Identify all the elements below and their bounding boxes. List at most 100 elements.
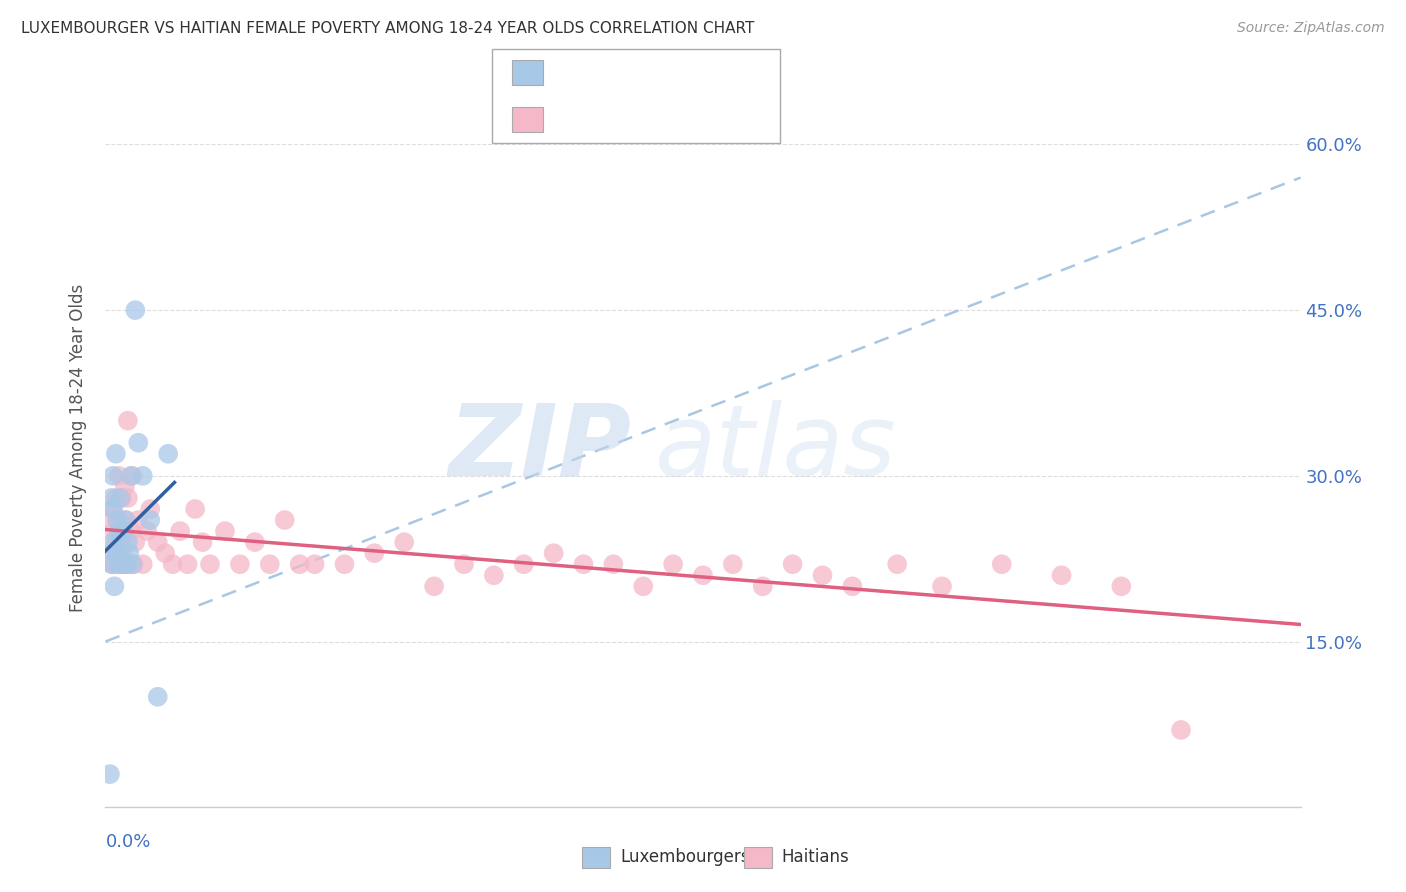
- Point: [127, 435, 149, 450]
- Point: [121, 558, 143, 572]
- Point: [136, 524, 159, 538]
- Point: [124, 303, 146, 318]
- Point: [107, 513, 129, 527]
- Text: atlas: atlas: [655, 400, 897, 497]
- Text: R =: R =: [553, 62, 592, 80]
- Point: [176, 558, 198, 572]
- Point: [103, 558, 125, 572]
- Point: [184, 502, 207, 516]
- Point: [841, 579, 863, 593]
- Text: Source: ZipAtlas.com: Source: ZipAtlas.com: [1237, 21, 1385, 35]
- Point: [1170, 723, 1192, 737]
- Point: [333, 558, 356, 572]
- Point: [363, 546, 385, 560]
- Point: [304, 558, 326, 572]
- Point: [101, 502, 124, 516]
- Point: [117, 491, 139, 505]
- Point: [243, 535, 266, 549]
- Point: [931, 579, 953, 593]
- Point: [1111, 579, 1133, 593]
- Point: [162, 558, 184, 572]
- Point: [157, 447, 180, 461]
- Point: [108, 558, 131, 572]
- Text: ZIP: ZIP: [449, 400, 631, 497]
- Point: [122, 558, 145, 572]
- Point: [662, 558, 685, 572]
- Point: [692, 568, 714, 582]
- Point: [117, 414, 139, 428]
- Point: [572, 558, 595, 572]
- Point: [602, 558, 624, 572]
- Point: [155, 546, 177, 560]
- Point: [98, 767, 121, 781]
- Point: [108, 468, 131, 483]
- Point: [107, 513, 129, 527]
- Text: 0.126: 0.126: [588, 62, 638, 80]
- Point: [721, 558, 744, 572]
- Text: -0.058: -0.058: [588, 106, 645, 124]
- Point: [103, 524, 125, 538]
- Point: [104, 447, 127, 461]
- Point: [1050, 568, 1073, 582]
- Point: [394, 535, 416, 549]
- Point: [214, 524, 236, 538]
- Point: [198, 558, 221, 572]
- Point: [110, 491, 132, 505]
- Text: 0.0%: 0.0%: [105, 833, 150, 851]
- Point: [782, 558, 804, 572]
- Text: R =: R =: [553, 106, 592, 124]
- Point: [120, 524, 142, 538]
- Text: 69: 69: [675, 106, 697, 124]
- Text: LUXEMBOURGER VS HAITIAN FEMALE POVERTY AMONG 18-24 YEAR OLDS CORRELATION CHART: LUXEMBOURGER VS HAITIAN FEMALE POVERTY A…: [21, 21, 755, 36]
- Point: [100, 558, 122, 572]
- Point: [120, 468, 142, 483]
- Point: [101, 468, 124, 483]
- Text: N =: N =: [644, 106, 683, 124]
- Point: [259, 558, 281, 572]
- Point: [132, 558, 155, 572]
- Point: [108, 524, 131, 538]
- Point: [118, 558, 141, 572]
- Point: [104, 491, 127, 505]
- Point: [288, 558, 311, 572]
- Point: [124, 535, 146, 549]
- Point: [423, 579, 446, 593]
- Point: [229, 558, 252, 572]
- Point: [114, 513, 136, 527]
- Point: [101, 558, 124, 572]
- Point: [111, 546, 134, 560]
- Point: [453, 558, 475, 572]
- Text: Luxembourgers: Luxembourgers: [620, 848, 749, 866]
- Y-axis label: Female Poverty Among 18-24 Year Olds: Female Poverty Among 18-24 Year Olds: [69, 285, 87, 612]
- Text: Haitians: Haitians: [782, 848, 849, 866]
- Point: [110, 524, 132, 538]
- Point: [110, 558, 132, 572]
- Point: [101, 535, 124, 549]
- Text: N =: N =: [634, 62, 673, 80]
- Point: [139, 513, 162, 527]
- Point: [112, 558, 135, 572]
- Point: [121, 468, 143, 483]
- Point: [543, 546, 565, 560]
- Point: [117, 535, 139, 549]
- Point: [118, 546, 141, 560]
- Point: [513, 558, 536, 572]
- Point: [115, 558, 138, 572]
- Point: [633, 579, 655, 593]
- Point: [107, 546, 129, 560]
- Point: [273, 513, 295, 527]
- Point: [751, 579, 773, 593]
- Point: [811, 568, 834, 582]
- Point: [104, 535, 127, 549]
- Point: [111, 491, 134, 505]
- Point: [112, 524, 135, 538]
- Point: [132, 468, 155, 483]
- Point: [990, 558, 1012, 572]
- Point: [110, 535, 132, 549]
- Text: 30: 30: [665, 62, 688, 80]
- Point: [108, 558, 131, 572]
- Point: [146, 690, 169, 704]
- Point: [112, 558, 135, 572]
- Point: [103, 546, 125, 560]
- Point: [100, 546, 122, 560]
